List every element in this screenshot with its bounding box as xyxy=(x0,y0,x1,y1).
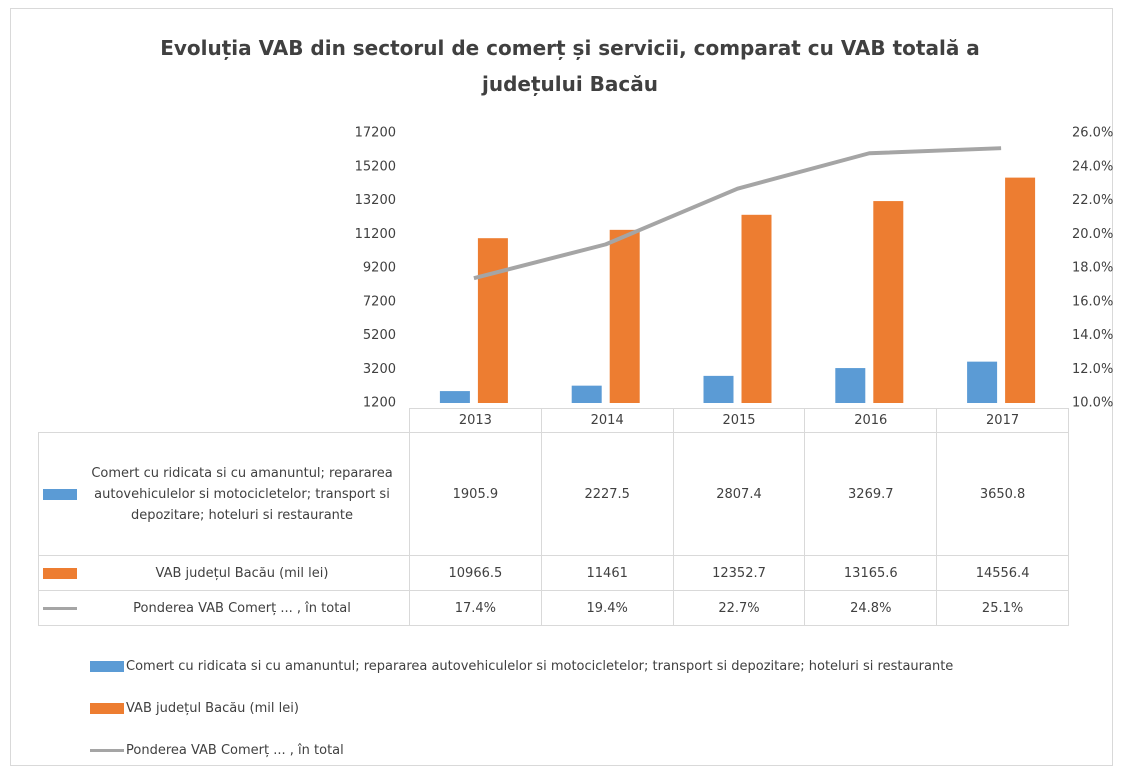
row-label: Comert cu ridicata si cu amanuntul; repa… xyxy=(43,463,405,526)
row-label: Ponderea VAB Comerț ... , în total xyxy=(43,598,405,619)
x-tick-label: 2016 xyxy=(804,408,938,433)
legend-swatch xyxy=(43,488,77,500)
legend-label: VAB județul Bacău (mil lei) xyxy=(126,700,299,716)
data-table: 2013 2014 2015 2016 2017 Comert cu ridicata s… xyxy=(38,408,1069,626)
row-label-text: VAB județul Bacău (mil lei) xyxy=(155,565,329,581)
table-value: 2807.4 xyxy=(672,432,806,556)
x-tick-label: 2014 xyxy=(540,408,674,433)
legend-swatch xyxy=(43,606,77,610)
legend-swatch xyxy=(43,567,77,579)
chart-frame xyxy=(10,8,1113,766)
y-tick-label: 9200 xyxy=(363,261,396,276)
bar xyxy=(571,385,602,403)
table-value: 24.8% xyxy=(804,590,938,626)
table-row: VAB județul Bacău (mil lei) 10966.5 11461 1… xyxy=(38,555,1069,591)
table-value: 10966.5 xyxy=(409,555,542,591)
legend: Comert cu ridicata si cu amanuntul; repa… xyxy=(90,645,953,771)
y-tick-label: 17200 xyxy=(355,126,396,141)
legend-label: Ponderea VAB Comerț ... , în total xyxy=(126,742,344,758)
table-value: 12352.7 xyxy=(672,555,806,591)
y2-tick-label: 18.0% xyxy=(1072,261,1113,276)
bar xyxy=(835,368,866,403)
bar xyxy=(477,238,508,403)
table-value: 3269.7 xyxy=(804,432,938,556)
y-tick-label: 3200 xyxy=(363,362,396,377)
table-value: 19.4% xyxy=(540,590,674,626)
y-tick-label: 5200 xyxy=(363,328,396,343)
table-value: 17.4% xyxy=(409,590,542,626)
bar xyxy=(873,201,904,403)
legend-label: Comert cu ridicata si cu amanuntul; repa… xyxy=(126,658,954,674)
legend-item: VAB județul Bacău (mil lei) xyxy=(90,687,953,729)
table-corner xyxy=(38,408,410,433)
legend-swatch xyxy=(90,748,124,752)
y-tick-label: 13200 xyxy=(355,193,396,208)
legend-swatch xyxy=(90,702,124,714)
table-row-label: Comert cu ridicata si cu amanuntul; repa… xyxy=(38,432,410,556)
row-label-text: Comert cu ridicata si cu amanuntul; repa… xyxy=(91,465,393,523)
chart-title: Evoluția VAB din sectorul de comerț și s… xyxy=(160,36,980,96)
y2-tick-label: 10.0% xyxy=(1072,396,1113,411)
row-label: VAB județul Bacău (mil lei) xyxy=(43,563,405,584)
y-tick-label: 7200 xyxy=(363,294,396,309)
table-value: 1905.9 xyxy=(409,432,542,556)
line xyxy=(473,146,1002,281)
bar xyxy=(741,214,772,403)
x-tick-label: 2015 xyxy=(672,408,806,433)
y2-tick-label: 26.0% xyxy=(1072,126,1113,141)
legend-item: Ponderea VAB Comerț ... , în total xyxy=(90,729,953,771)
y-tick-label: 15200 xyxy=(355,159,396,174)
y2-tick-label: 20.0% xyxy=(1072,227,1113,242)
table-header-row: 2013 2014 2015 2016 2017 xyxy=(38,408,1069,433)
table-value: 13165.6 xyxy=(804,555,938,591)
table-row: Comert cu ridicata si cu amanuntul; repa… xyxy=(38,432,1069,556)
table-value: 2227.5 xyxy=(540,432,674,556)
bar xyxy=(703,375,734,403)
table-value: 22.7% xyxy=(672,590,806,626)
y2-tick-label: 22.0% xyxy=(1072,193,1113,208)
y2-tick-label: 16.0% xyxy=(1072,294,1113,309)
table-value: 25.1% xyxy=(936,590,1069,626)
x-tick-label: 2013 xyxy=(409,408,542,433)
y-tick-label: 1200 xyxy=(363,396,396,411)
table-value: 3650.8 xyxy=(936,432,1069,556)
table-row-label: Ponderea VAB Comerț ... , în total xyxy=(38,590,410,626)
bar xyxy=(609,229,640,403)
bar xyxy=(439,391,470,403)
table-row-label: VAB județul Bacău (mil lei) xyxy=(38,555,410,591)
table-row: Ponderea VAB Comerț ... , în total 17.4% 1… xyxy=(38,590,1069,626)
bar xyxy=(1005,177,1036,403)
row-label-text: Ponderea VAB Comerț ... , în total xyxy=(133,600,351,616)
bar xyxy=(967,361,998,403)
table-value: 14556.4 xyxy=(936,555,1069,591)
y2-tick-label: 24.0% xyxy=(1072,159,1113,174)
legend-item: Comert cu ridicata si cu amanuntul; repa… xyxy=(90,645,953,687)
y-tick-label: 11200 xyxy=(355,227,396,242)
table-value: 11461 xyxy=(540,555,674,591)
x-tick-label: 2017 xyxy=(936,408,1069,433)
y2-tick-label: 14.0% xyxy=(1072,328,1113,343)
y2-tick-label: 12.0% xyxy=(1072,362,1113,377)
legend-swatch xyxy=(90,660,124,672)
